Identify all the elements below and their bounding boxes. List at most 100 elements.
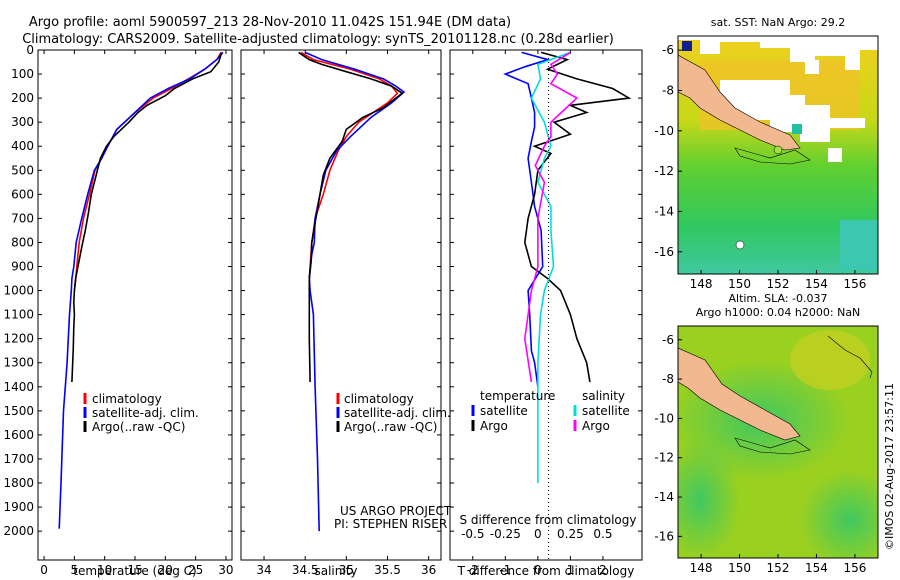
series-line-argo-raw-qc- (71, 52, 223, 383)
x-tick-label: 2 (599, 563, 607, 577)
map-y-tick-label: -12 (654, 451, 674, 465)
sst-cool-patch (840, 220, 878, 270)
y-tick-label: 1000 (3, 284, 34, 298)
y-tick-label: 900 (11, 260, 34, 274)
map-y-tick-label: -6 (662, 333, 674, 347)
x-tick-label: 15 (127, 563, 142, 577)
temperature-xlabel: temperature (deg C) (73, 564, 196, 578)
temperature-panel-frame (37, 49, 233, 561)
y-tick-label: 300 (11, 115, 34, 129)
legend-label: satellite (582, 404, 630, 418)
series-line-climatology (300, 51, 399, 291)
y-tick-label: 200 (11, 91, 34, 105)
x-tick-label: 1 (567, 563, 575, 577)
header-line2: Climatology: CARS2009. Satellite-adjuste… (22, 32, 614, 47)
series-line-temperature-argo (523, 51, 632, 383)
difference-axes: -2 -1 0 1 2 -0.5 -0.25 0 0.25 0.5 (450, 49, 642, 577)
map-y-tick-label: -6 (662, 43, 674, 57)
map-y-tick-label: -8 (662, 372, 674, 386)
y-tick-label: 1700 (3, 452, 34, 466)
map-y-tick-label: -16 (654, 245, 674, 259)
difference-series (503, 51, 632, 483)
map-y-tick-label: -8 (662, 83, 674, 97)
sst-nodata-mid (720, 80, 865, 142)
legend-label: Argo (480, 419, 508, 433)
series-line-temperature-satellite (503, 51, 551, 387)
y-tick-label: 600 (11, 187, 34, 201)
x-tick-label: 25 (188, 563, 203, 577)
coastline-new-britain (827, 335, 873, 379)
y-tick-label: 1800 (3, 476, 34, 490)
y-tick-label: 500 (11, 163, 34, 177)
map-x-tick-label: 150 (728, 277, 751, 291)
legend-label: climatology (92, 392, 162, 406)
map-y-tick-label: -10 (654, 124, 674, 138)
legend-label: satellite-adj. clim. (344, 406, 451, 420)
map1-axes: 148 150 152 154 156 -6 -8 -10 -12 -14 -16 (654, 43, 866, 291)
sla-high (790, 330, 870, 390)
x-tick-label: 30 (218, 563, 233, 577)
x-top-tick-label: -0.5 (461, 527, 484, 541)
map-x-tick-label: 148 (690, 277, 713, 291)
legend-label: satellite (480, 404, 528, 418)
map-x-tick-label: 148 (690, 561, 713, 575)
map-x-tick-label: 150 (728, 561, 751, 575)
difference-legend: temperature salinity satellite Argo sate… (471, 389, 630, 433)
legend-label: Argo(..raw -QC) (344, 420, 437, 434)
salinity-legend: climatology satellite-adj. clim. Argo(..… (334, 392, 452, 531)
map-x-tick-label: 156 (843, 561, 866, 575)
argo-float-marker (773, 145, 783, 155)
y-tick-label: 400 (11, 139, 34, 153)
x-tick-label: 35.5 (374, 563, 401, 577)
x-tick-label: -2 (467, 563, 479, 577)
y-tick-label: 1200 (3, 332, 34, 346)
coastline-islands (734, 437, 811, 455)
x-tick-label: 34.5 (292, 563, 319, 577)
salinity-axes: 34 34.5 35 35.5 36 (241, 49, 441, 577)
legend-title-salinity: salinity (582, 389, 625, 403)
land-new-guinea (678, 54, 801, 151)
y-tick-label: 0 (26, 43, 34, 57)
x-tick-label: 34 (256, 563, 271, 577)
salinity-xlabel: salinity (314, 564, 357, 578)
coastline-islands (734, 147, 811, 165)
x-top-tick-label: 0.5 (593, 527, 612, 541)
legend-label: satellite-adj. clim. (92, 406, 199, 420)
x-top-tick-label: 0.25 (557, 527, 584, 541)
map-x-tick-label: 156 (843, 277, 866, 291)
copyright-label: ©IMOS 02-Aug-2017 23:57:11 (883, 383, 896, 550)
map-y-tick-label: -16 (654, 529, 674, 543)
sst-nodata-cell (805, 60, 819, 74)
y-tick-label: 100 (11, 67, 34, 81)
x-tick-label: 10 (97, 563, 112, 577)
x-tick-label: 35 (339, 563, 354, 577)
temperature-axes: 0100200300400500600700800900100011001200… (3, 43, 233, 577)
y-tick-label: 1600 (3, 428, 34, 442)
temperature-legend: climatology satellite-adj. clim. Argo(..… (83, 392, 199, 434)
sla-blob (800, 470, 878, 558)
x-tick-label: 36 (421, 563, 436, 577)
legend-label: climatology (344, 392, 414, 406)
sst-cell (792, 124, 802, 134)
legend-title-temperature: temperature (480, 389, 555, 403)
sst-nodata-top (678, 36, 878, 70)
y-tick-label: 1400 (3, 380, 34, 394)
map-y-tick-label: -14 (654, 204, 674, 218)
y-tick-label: 800 (11, 235, 34, 249)
sst-map (678, 36, 878, 274)
difference-xlabel-top: S difference from climatology (460, 513, 637, 527)
map-y-tick-label: -14 (654, 490, 674, 504)
y-tick-label: 1100 (3, 308, 34, 322)
x-tick-label: 5 (71, 563, 79, 577)
map2-title2: Argo h1000: 0.04 h2000: NaN (696, 306, 861, 319)
x-top-tick-label: 0 (534, 527, 542, 541)
series-line-salinity-argo (523, 51, 579, 383)
x-top-tick-label: -0.25 (490, 527, 521, 541)
x-tick-label: 20 (158, 563, 173, 577)
map2-axes: 148 150 152 154 156 -6 -8 -10 -12 -14 -16 (654, 333, 866, 575)
credit-line2: PI: STEPHEN RISER (334, 517, 447, 531)
x-tick-label: 0 (534, 563, 542, 577)
series-line-salinity-satellite (530, 51, 571, 483)
y-tick-label: 1300 (3, 356, 34, 370)
